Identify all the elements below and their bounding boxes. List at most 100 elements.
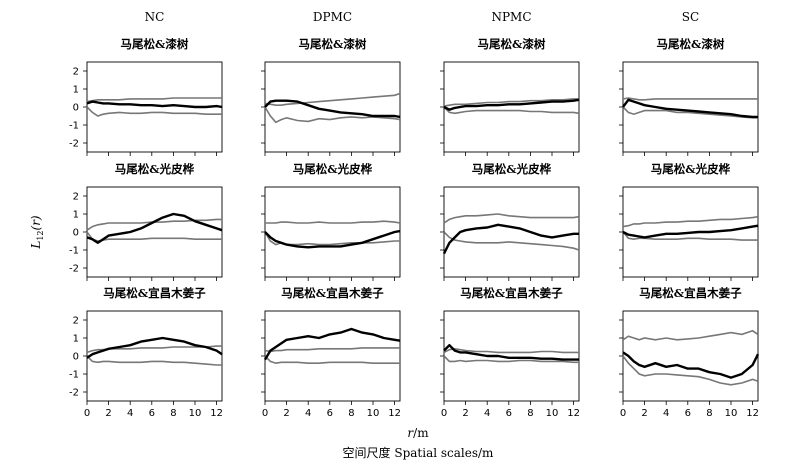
x-tick-label: 12 xyxy=(210,408,223,419)
panel-title-r1c2: 马尾松&光皮桦 xyxy=(472,162,552,176)
x-tick-label: 2 xyxy=(462,408,468,419)
observed-line-r0c1 xyxy=(264,99,401,119)
panel-title-r0c2: 马尾松&漆树 xyxy=(478,37,546,51)
x-tick-label: 4 xyxy=(305,408,311,419)
x-tick-label: 4 xyxy=(484,408,490,419)
upper-envelope-r0c0 xyxy=(86,97,222,103)
upper-envelope-r1c0 xyxy=(86,218,222,231)
y-tick-label: 1 xyxy=(73,334,79,345)
observed-line-r0c3 xyxy=(622,98,758,119)
lower-envelope-r0c0 xyxy=(86,106,222,117)
x-tick-label: 8 xyxy=(348,408,354,419)
panel-title-r0c3: 马尾松&漆树 xyxy=(657,37,725,51)
y-tick-label: 1 xyxy=(73,210,79,221)
panel-frame-r2c0 xyxy=(86,310,223,402)
y-tick-label: -1 xyxy=(69,370,79,381)
lower-envelope-r2c2 xyxy=(443,355,579,364)
x-tick-label: 6 xyxy=(506,408,512,419)
x-tick-label: 0 xyxy=(620,408,626,419)
panel-frame-r2c2 xyxy=(443,310,580,402)
observed-line-r1c1 xyxy=(264,229,401,249)
panel-frame-r2c3 xyxy=(622,310,759,402)
x-tick-label: 0 xyxy=(262,408,268,419)
lower-envelope-r2c0 xyxy=(86,355,222,366)
column-title-dpmc: DPMC xyxy=(313,10,352,24)
y-tick-label: -1 xyxy=(69,246,79,257)
column-title-nc: NC xyxy=(145,10,165,24)
observed-line-r2c2 xyxy=(443,344,579,361)
y-axis-label: L12(r) xyxy=(29,215,45,250)
x-tick-label: 0 xyxy=(84,408,90,419)
y-tick-label: -2 xyxy=(69,264,79,275)
column-title-sc: SC xyxy=(682,10,699,24)
lower-envelope-r2c3 xyxy=(622,355,759,386)
lower-envelope-r1c3 xyxy=(622,231,758,241)
y-tick-label: -2 xyxy=(69,388,79,399)
panel-title-r1c3: 马尾松&光皮桦 xyxy=(651,162,731,176)
observed-line-r1c2 xyxy=(442,223,579,255)
x-tick-label: 10 xyxy=(189,408,202,419)
upper-envelope-r2c1 xyxy=(264,347,400,353)
observed-line-r0c2 xyxy=(443,98,580,111)
upper-envelope-r1c3 xyxy=(622,215,759,228)
observed-line-r1c3 xyxy=(622,224,759,239)
panel-frame-r1c2 xyxy=(443,186,580,278)
upper-envelope-r1c1 xyxy=(265,220,401,224)
upper-envelope-r1c2 xyxy=(443,213,580,224)
panel-frame-r0c1 xyxy=(264,61,401,153)
x-tick-label: 8 xyxy=(170,408,176,419)
y-tick-label: 2 xyxy=(73,316,79,327)
observed-line-r0c0 xyxy=(86,100,223,109)
lower-envelope-r1c2 xyxy=(443,231,580,251)
panel-title-r0c0: 马尾松&漆树 xyxy=(121,37,189,51)
lower-envelope-r2c1 xyxy=(264,355,400,365)
panel-frame-r1c0 xyxy=(86,186,223,278)
panel-title-r2c0: 马尾松&宜昌木姜子 xyxy=(103,286,206,300)
panel-title-r2c2: 马尾松&宜昌木姜子 xyxy=(460,286,563,300)
y-tick-label: 0 xyxy=(73,228,79,239)
panel-title-r2c3: 马尾松&宜昌木姜子 xyxy=(639,286,742,300)
upper-envelope-r2c3 xyxy=(622,329,759,341)
panel-title-r1c0: 马尾松&光皮桦 xyxy=(115,162,195,176)
x-tick-label: 10 xyxy=(367,408,380,419)
x-tick-label: 6 xyxy=(327,408,333,419)
upper-envelope-r2c2 xyxy=(443,347,579,354)
upper-envelope-r0c2 xyxy=(443,98,579,107)
upper-envelope-r0c1 xyxy=(264,92,401,106)
y-tick-label: 2 xyxy=(73,192,79,203)
x-tick-label: 8 xyxy=(706,408,712,419)
x-tick-label: 8 xyxy=(527,408,533,419)
lower-envelope-r0c2 xyxy=(443,106,580,115)
panel-frame-r2c1 xyxy=(264,310,401,402)
x-tick-label: 0 xyxy=(441,408,447,419)
x-axis-title: 空间尺度 Spatial scales/m xyxy=(343,445,495,460)
lower-envelope-r0c1 xyxy=(264,106,401,124)
y-tick-label: -2 xyxy=(69,139,79,150)
observed-line-r2c1 xyxy=(263,327,401,361)
x-tick-label: 12 xyxy=(746,408,759,419)
lower-envelope-r1c1 xyxy=(264,231,400,246)
y-tick-label: 0 xyxy=(73,352,79,363)
x-tick-label: 2 xyxy=(283,408,289,419)
panel-title-r2c1: 马尾松&宜昌木姜子 xyxy=(281,286,384,300)
x-tick-label: 10 xyxy=(725,408,738,419)
x-tick-label: 4 xyxy=(663,408,669,419)
x-tick-label: 10 xyxy=(546,408,559,419)
observed-line-r2c0 xyxy=(86,336,223,359)
upper-envelope-r0c3 xyxy=(622,97,758,101)
x-tick-label: 2 xyxy=(641,408,647,419)
x-tick-label: 2 xyxy=(105,408,111,419)
x-axis-unit-label: r/m xyxy=(407,426,429,440)
lower-envelope-r0c3 xyxy=(622,106,758,119)
observed-line-r1c0 xyxy=(86,212,223,244)
column-title-npmc: NPMC xyxy=(491,10,531,24)
y-tick-label: 2 xyxy=(73,67,79,78)
panel-title-r1c1: 马尾松&光皮桦 xyxy=(293,162,373,176)
x-tick-label: 4 xyxy=(127,408,133,419)
y-tick-label: -1 xyxy=(69,121,79,132)
panel-frame-r0c3 xyxy=(622,61,759,153)
x-tick-label: 6 xyxy=(685,408,691,419)
panel-title-r0c1: 马尾松&漆树 xyxy=(299,37,367,51)
x-tick-label: 12 xyxy=(388,408,401,419)
